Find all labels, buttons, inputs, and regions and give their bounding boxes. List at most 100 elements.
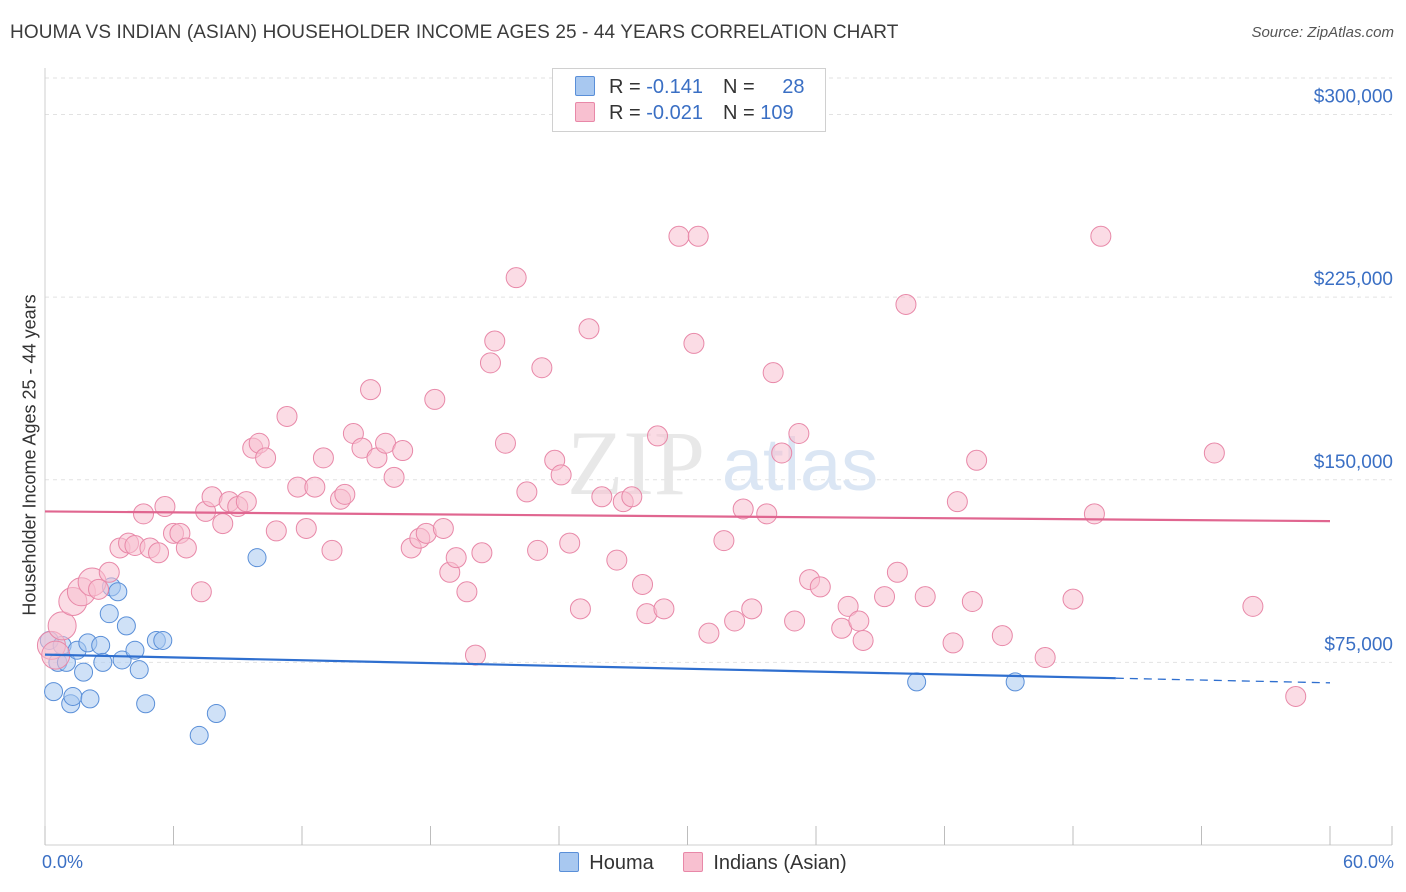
legend-row-houma: R = -0.141 N = 28 xyxy=(575,76,804,100)
houma-point xyxy=(129,660,149,680)
indians-point xyxy=(148,542,170,564)
indians-point xyxy=(494,432,516,454)
indians-point xyxy=(698,622,720,644)
indians-point xyxy=(732,498,754,520)
indians-point xyxy=(471,542,493,564)
y-tick-label: $75,000 xyxy=(1324,634,1393,655)
indians-point xyxy=(886,561,908,583)
houma-point xyxy=(99,604,119,624)
x-tick-label-max: 60.0% xyxy=(1342,852,1394,872)
series-swatch-indians xyxy=(683,852,704,872)
indians-point xyxy=(991,625,1013,647)
legend-swatch-indians xyxy=(575,102,595,122)
indians-point xyxy=(784,610,806,632)
indians-point xyxy=(295,517,317,539)
indians-point xyxy=(683,332,705,354)
series-legend: Houma Indians (Asian) xyxy=(0,852,1406,875)
indians-point xyxy=(516,481,538,503)
y-tick-label: $150,000 xyxy=(1314,452,1393,473)
indians-point xyxy=(946,491,968,513)
indians-point xyxy=(527,539,549,561)
indians-point xyxy=(531,357,553,379)
indians-point xyxy=(456,581,478,603)
legend-r-value: -0.021 xyxy=(646,102,703,124)
indians-point xyxy=(852,629,874,651)
indians-point xyxy=(837,595,859,617)
indians-point xyxy=(1242,595,1264,617)
indians-point xyxy=(966,449,988,471)
indians-point xyxy=(47,611,77,641)
indians-point xyxy=(606,549,628,571)
indians-point xyxy=(392,440,414,462)
indians-point xyxy=(321,539,343,561)
houma-trend-extension xyxy=(1115,677,1331,684)
indians-point xyxy=(190,581,212,603)
indians-point xyxy=(569,598,591,620)
houma-point xyxy=(125,640,145,660)
indians-point xyxy=(559,532,581,554)
indians-point xyxy=(724,610,746,632)
indians-point xyxy=(591,486,613,508)
indians-point xyxy=(578,318,600,340)
x-tick-label-min: 0.0% xyxy=(42,852,84,872)
indians-point xyxy=(942,632,964,654)
indians-point xyxy=(484,330,506,352)
chart-title: HOUMA VS INDIAN (ASIAN) HOUSEHOLDER INCO… xyxy=(10,22,899,43)
indians-point xyxy=(133,503,155,525)
legend-n-value: 109 xyxy=(760,102,794,124)
indians-point xyxy=(788,422,810,444)
legend-n-label: N = xyxy=(722,102,761,124)
houma-point xyxy=(153,630,173,650)
indians-point xyxy=(424,388,446,410)
houma-point xyxy=(80,689,100,709)
series-legend-houma[interactable]: Houma xyxy=(559,852,654,875)
indians-point xyxy=(668,225,690,247)
indians-point xyxy=(175,537,197,559)
legend-r-label: R = xyxy=(609,102,647,124)
series-legend-indians[interactable]: Indians (Asian) xyxy=(683,852,847,875)
indians-point xyxy=(550,464,572,486)
indians-point xyxy=(360,379,382,401)
indians-point xyxy=(1062,588,1084,610)
indians-point xyxy=(154,496,176,518)
indians-point xyxy=(312,447,334,469)
legend-swatch-houma xyxy=(575,76,595,96)
indians-point xyxy=(621,486,643,508)
indians-point xyxy=(304,476,326,498)
indians-point xyxy=(1285,685,1307,707)
indians-point xyxy=(383,466,405,488)
indians-point xyxy=(687,225,709,247)
houma-point xyxy=(189,725,209,745)
houma-point xyxy=(74,662,94,682)
houma-point xyxy=(136,694,156,714)
indians-point xyxy=(741,598,763,620)
indians-point xyxy=(1034,647,1056,669)
indians-point xyxy=(1203,442,1225,464)
indians-point xyxy=(771,442,793,464)
indians-trend-line xyxy=(44,510,1331,523)
indians-point xyxy=(914,586,936,608)
indians-point xyxy=(1090,225,1112,247)
legend-n-value: 28 xyxy=(782,76,805,98)
indians-point xyxy=(874,586,896,608)
houma-point xyxy=(91,635,111,655)
indians-point xyxy=(212,513,234,535)
indians-point xyxy=(265,520,287,542)
houma-point xyxy=(44,682,64,702)
houma-point xyxy=(206,704,226,724)
series-swatch-houma xyxy=(559,852,580,872)
indians-point xyxy=(98,561,120,583)
legend-row-indians: R = -0.021 N = 109 xyxy=(575,102,794,126)
indians-point xyxy=(351,437,373,459)
series-legend-label: Indians (Asian) xyxy=(713,852,847,874)
indians-point xyxy=(445,547,467,569)
indians-point xyxy=(276,405,298,427)
indians-point xyxy=(848,610,870,632)
houma-point xyxy=(116,616,136,636)
stats-legend: R = -0.141 N = 28 R = -0.021 N = 109 xyxy=(552,68,826,132)
houma-point xyxy=(63,686,83,706)
indians-point xyxy=(88,578,110,600)
legend-r-value: -0.141 xyxy=(646,76,703,98)
indians-point xyxy=(895,293,917,315)
